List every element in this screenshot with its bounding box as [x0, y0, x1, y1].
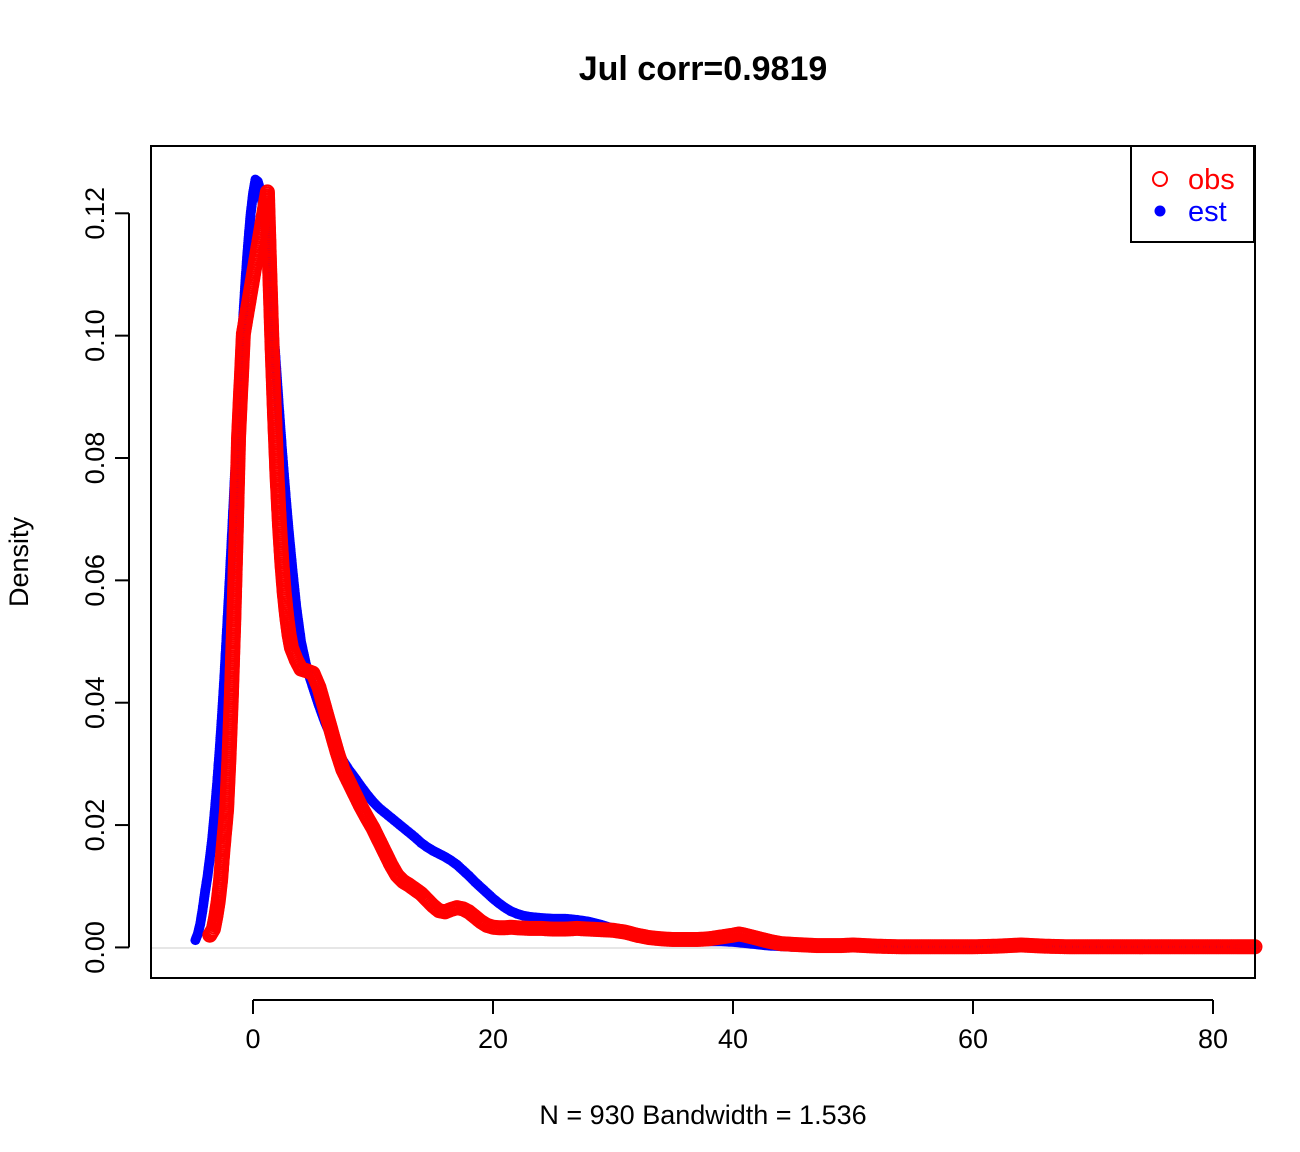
y-tick-label: 0.06 — [80, 554, 110, 607]
plot-frame — [150, 145, 1256, 979]
x-axis: 0 20 40 60 80 — [245, 999, 1228, 1054]
chart-title: Jul corr=0.9819 — [579, 50, 828, 88]
legend-est-marker — [1154, 205, 1166, 217]
legend-box — [1130, 145, 1255, 243]
x-tick-label: 0 — [245, 1024, 260, 1054]
legend: obs est — [1130, 145, 1255, 243]
series-layer — [190, 174, 1263, 955]
x-tick-label: 40 — [718, 1024, 748, 1054]
y-tick-label: 0.12 — [80, 187, 110, 240]
y-tick-label: 0.04 — [80, 676, 110, 729]
y-tick-label: 0.10 — [80, 309, 110, 362]
x-axis-label: N = 930 Bandwidth = 1.536 — [539, 1100, 866, 1130]
y-tick-label: 0.00 — [80, 921, 110, 974]
y-tick-label: 0.08 — [80, 432, 110, 485]
legend-obs-marker — [1152, 171, 1168, 187]
legend-est-label: est — [1188, 196, 1227, 228]
y-axis-label: Density — [4, 516, 34, 607]
x-tick-label: 20 — [478, 1024, 508, 1054]
series-obs — [202, 184, 1263, 955]
series-est — [190, 174, 1260, 953]
y-tick-label: 0.02 — [80, 799, 110, 852]
x-tick-label: 80 — [1198, 1024, 1228, 1054]
x-tick-label: 60 — [958, 1024, 988, 1054]
y-axis: 0.00 0.02 0.04 0.06 0.08 0.10 0.12 — [80, 187, 130, 974]
legend-obs-label: obs — [1188, 164, 1235, 196]
